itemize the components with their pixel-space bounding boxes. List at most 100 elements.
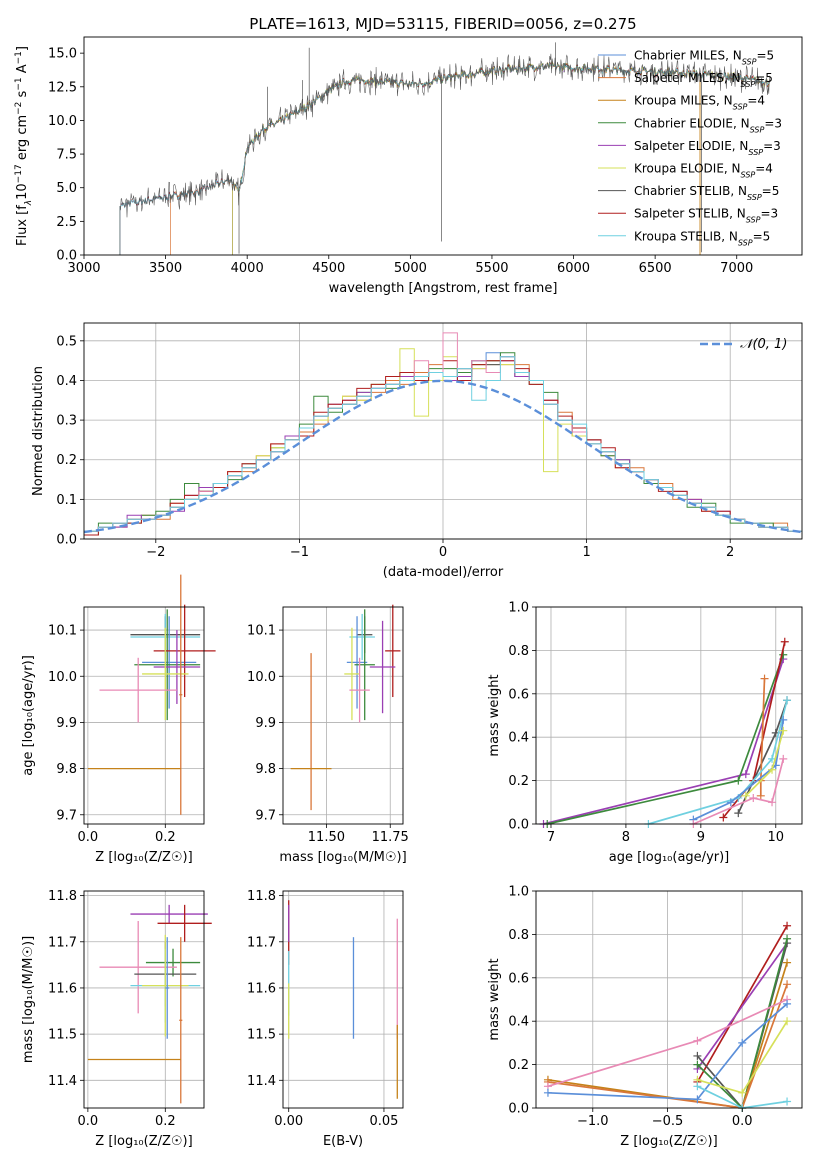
spectrum-panel: 3000 3500 4000 4500 5000 5500 6000 6500 7000 0.0 2… (14, 15, 803, 296)
x-tick-label: 3000 (67, 261, 100, 276)
y-axis-label: Normed distribution (31, 366, 46, 496)
y-tick-label: 11.5 (247, 1028, 276, 1043)
mass-vs-Z-panel: 0.0 0.2 11.4 11.5 11.6 11.7 11.8 Z [log₁₀(Z/Z☉)… (21, 889, 212, 1149)
x-tick-label: 0.0 (732, 1114, 753, 1129)
y-label-part: A (15, 64, 30, 77)
spectrum-series (119, 62, 770, 255)
weight-marker (783, 1097, 792, 1106)
y-tick-label: 10.1 (247, 624, 276, 639)
legend-entry: Chabrier MILES, NSSP=5 (634, 49, 774, 67)
age-vs-Z-panel: 0.0 0.2 9.7 9.8 9.9 10.0 10.1 Z [log₁₀(Z/Z☉)] ag… (21, 574, 216, 865)
y-tick-label: 11.8 (48, 889, 77, 904)
spectrum-series (232, 62, 770, 255)
y-label-part: −1 (14, 51, 24, 64)
y-tick-label: 0.4 (508, 731, 529, 746)
axes-frame (535, 890, 803, 1109)
x-tick-label: 5500 (475, 261, 508, 276)
weight-marker (726, 798, 735, 807)
x-tick-label: 0.2 (155, 1114, 176, 1129)
gaussian-curve (84, 379, 802, 534)
y-tick-label: 0.0 (56, 249, 77, 264)
weight-vs-Z-panel: −1.0 −0.5 0.0 0.0 0.2 0.4 0.6 0.8 1.0 Z [log₁₀(Z/… (487, 885, 803, 1149)
weight-marker (783, 1017, 792, 1026)
weight-series (648, 700, 788, 825)
weight-marker (734, 809, 743, 818)
y-tick-label: 9.8 (56, 762, 77, 777)
x-tick-label: 6000 (557, 261, 590, 276)
y-axis-label: mass weight (487, 958, 502, 1040)
x-tick-label: 10 (768, 830, 785, 845)
spectrum-series (232, 61, 770, 255)
y-tick-label: 5.0 (56, 181, 77, 196)
y-tick-label: 9.9 (56, 716, 77, 731)
x-tick-label: 3500 (149, 261, 182, 276)
spectrum-legend: Chabrier MILES, NSSP=5 Salpeter MILES, NS… (598, 49, 782, 247)
y-tick-label: 0.0 (508, 818, 529, 833)
legend-entry: 𝒩(0, 1) (740, 337, 787, 352)
weight-marker (738, 1088, 747, 1097)
legend-entry: Chabrier ELODIE, NSSP=3 (634, 116, 782, 134)
weight-marker (734, 776, 743, 785)
x-axis-label: age [log₁₀(age/yr)] (609, 850, 730, 865)
weight-marker (749, 793, 758, 802)
legend-entry: Kroupa MILES, NSSP=4 (634, 94, 765, 112)
x-axis-label: Z [log₁₀(Z/Z☉)] (620, 1134, 717, 1149)
errorbar-point (99, 921, 177, 1014)
x-axis-label: mass [log₁₀(M/M☉)] (279, 850, 406, 865)
x-tick-label: 6500 (639, 261, 672, 276)
x-tick-label: 7 (547, 830, 555, 845)
y-tick-label: 11.7 (247, 935, 276, 950)
age-vs-mass-panel: 11.50 11.75 9.7 9.8 9.9 10.0 10.1 mass [log₁₀(M… (247, 604, 409, 865)
weight-marker (741, 770, 750, 779)
weight-marker (783, 980, 792, 989)
histograms (84, 332, 802, 539)
residuals-panel: −2 −1 0 1 2 0.0 0.1 0.2 0.3 0.4 0.5 (data-model)/er… (31, 322, 803, 580)
y-tick-label: 11.4 (247, 1074, 276, 1089)
y-tick-label: 9.7 (56, 808, 77, 823)
y-tick-label: 1.0 (508, 885, 529, 900)
y-tick-label: 10.0 (48, 670, 77, 685)
errorbar-point (142, 934, 189, 1037)
weight-series (547, 1003, 788, 1101)
legend-entry: Salpeter ELODIE, NSSP=3 (634, 139, 781, 157)
axes-frame (535, 606, 803, 825)
weight-series (693, 758, 785, 825)
legend-entry: Kroupa STELIB, NSSP=5 (634, 229, 770, 247)
weight-marker (693, 1082, 702, 1091)
y-label-part: erg cm (15, 115, 30, 164)
y-label-part: −2 (14, 102, 24, 115)
y-tick-label: 11.5 (48, 1028, 77, 1043)
x-axis-label: E(B-V) (323, 1134, 363, 1149)
spectrum-title: PLATE=1613, MJD=53115, FIBERID=0056, z=0… (249, 15, 636, 33)
errorbar-point (179, 574, 183, 815)
errorbar-point (165, 937, 170, 1039)
errorbar-point (130, 904, 208, 924)
y-tick-label: 10.0 (48, 114, 77, 129)
weight-marker (783, 958, 792, 967)
x-tick-label: −2 (146, 545, 165, 560)
legend-entry: Salpeter STELIB, NSSP=3 (634, 207, 778, 225)
x-axis-label: (data-model)/error (383, 565, 504, 580)
y-tick-label: 11.4 (48, 1074, 77, 1089)
y-tick-label: 9.9 (255, 716, 276, 731)
x-tick-label: 8 (622, 830, 630, 845)
weight-marker (783, 921, 792, 930)
y-tick-label: 0.3 (56, 414, 77, 429)
x-tick-label: 4000 (231, 261, 264, 276)
y-axis-label: age [log₁₀(age/yr)] (21, 655, 36, 776)
weight-marker (779, 754, 788, 763)
y-tick-label: 12.5 (48, 80, 77, 95)
x-tick-label: −1 (290, 545, 309, 560)
y-axis-label: Flux [fλ10−17 erg cm−2 s−1 A−1] (14, 46, 34, 246)
histogram-series (84, 356, 802, 539)
axes-frame (282, 890, 404, 1109)
legend-entry: Salpeter MILES, NSSP=5 (634, 71, 773, 89)
y-tick-label: 0.2 (508, 774, 529, 789)
weight-marker (783, 999, 792, 1008)
y-axis-label: mass [log₁₀(M/M☉)] (21, 936, 36, 1063)
x-tick-label: 11.75 (372, 830, 409, 845)
y-tick-label: 0.8 (508, 644, 529, 659)
y-axis-label: mass weight (487, 674, 502, 756)
weight-series (696, 925, 788, 1083)
errorbar-point (179, 937, 183, 1104)
